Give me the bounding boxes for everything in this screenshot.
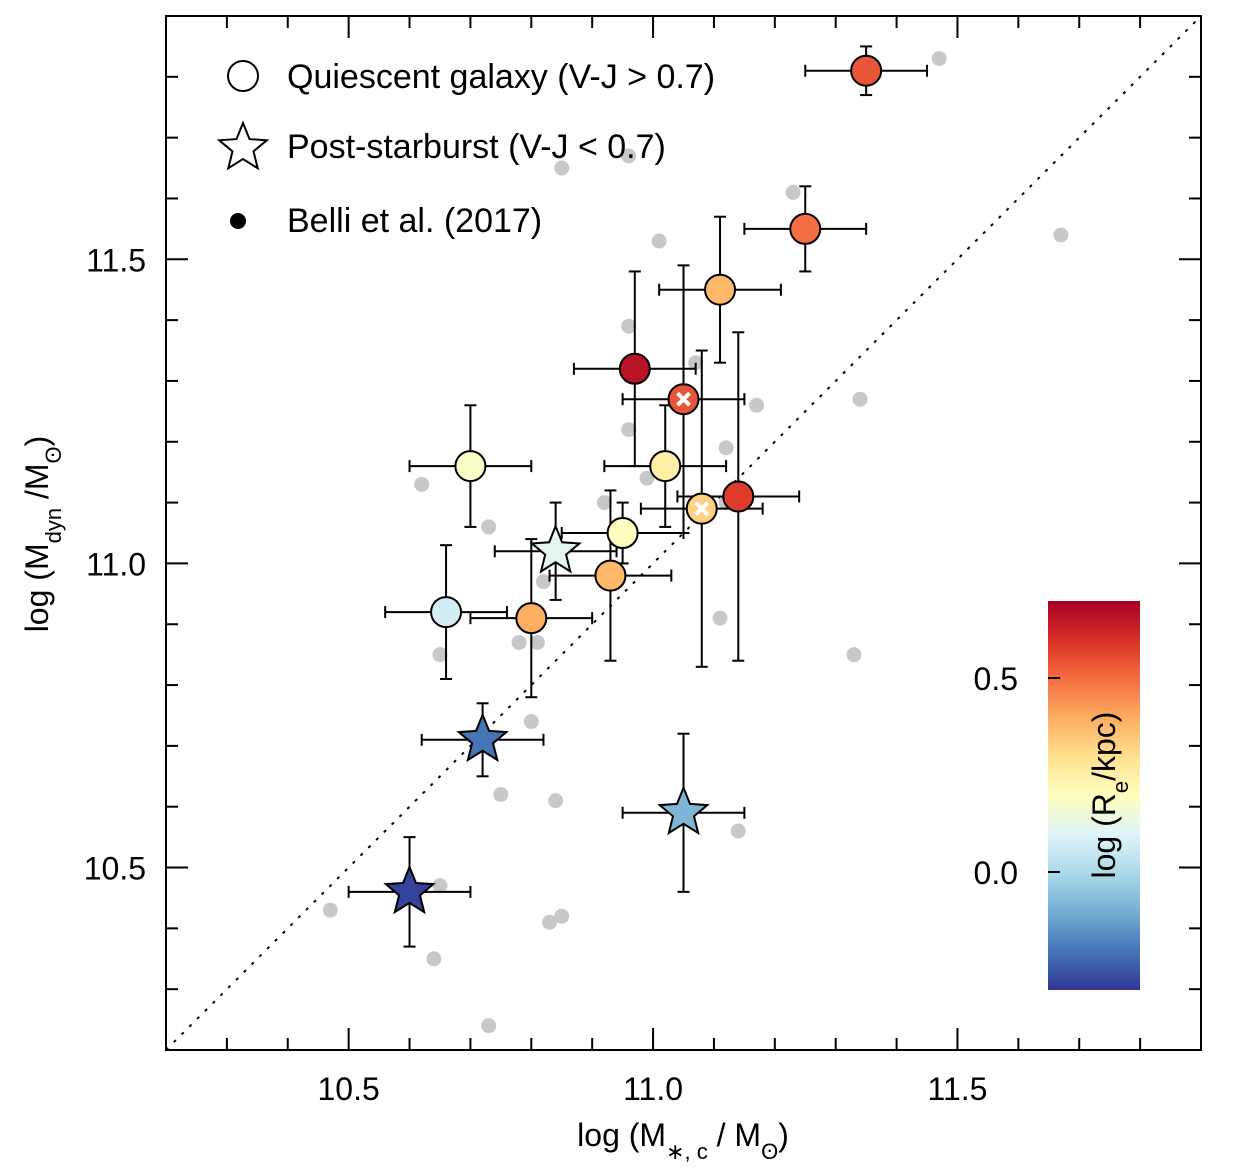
comparison-point [523, 714, 539, 730]
comparison-point [749, 397, 765, 413]
y-tick-label: 10.5 [84, 851, 146, 887]
comparison-point [651, 233, 667, 249]
comparison-point [426, 951, 442, 967]
legend-open-circle-icon [227, 60, 259, 92]
comparison-point [639, 470, 655, 486]
axis-ticks [166, 16, 1201, 1050]
legend-label-belli: Belli et al. (2017) [287, 202, 542, 240]
comparison-point [432, 647, 448, 663]
colorbar-tick-label-0.0: 0.0 [974, 855, 1018, 891]
legend-filled-dot-icon [230, 213, 246, 229]
comparison-point [322, 902, 338, 918]
comparison-point [852, 391, 868, 407]
colorbar-label: log (Re/kpc) [1086, 712, 1133, 879]
comparison-point [529, 634, 545, 650]
post-starburst-star [529, 523, 582, 574]
cross-mark [694, 501, 710, 517]
comparison-point [554, 160, 570, 176]
colorbar: 0.5 0.0 log (Re/kpc) [974, 601, 1140, 990]
quiescent-galaxy-circle [515, 602, 548, 635]
comparison-point [554, 908, 570, 924]
x-tick-label: 10.5 [318, 1071, 380, 1107]
y-tick-label: 11.5 [86, 242, 146, 278]
quiescent-galaxy-circle [850, 54, 883, 87]
quiescent-galaxy-circle [704, 273, 737, 306]
legend: Quiescent galaxy (V-J > 0.7) Post-starbu… [216, 58, 715, 240]
post-starburst-star [383, 864, 436, 915]
comparison-point [712, 610, 728, 626]
comparison-point [432, 878, 448, 894]
y-tick-label: 11.0 [86, 546, 146, 582]
legend-label-post-starburst: Post-starburst (V-J < 0.7) [287, 128, 666, 166]
quiescent-galaxy-circle [649, 450, 682, 483]
comparison-point [596, 495, 612, 511]
comparison-point [730, 823, 746, 839]
quiescent-galaxy-circle [722, 480, 755, 513]
legend-label-quiescent: Quiescent galaxy (V-J > 0.7) [287, 58, 715, 96]
comparison-point [785, 184, 801, 200]
comparison-point [846, 647, 862, 663]
sample-markers [383, 54, 883, 915]
comparison-point [621, 422, 637, 438]
quiescent-galaxy-circle [594, 559, 627, 592]
one-to-one-line [165, 15, 1202, 1051]
post-starburst-star [657, 785, 710, 836]
comparison-point [718, 440, 734, 456]
error-bars [347, 45, 929, 948]
comparison-points [322, 51, 1069, 1034]
x-tick-label: 11.0 [623, 1071, 683, 1107]
comparison-point [621, 318, 637, 334]
y-axis-label: log (Mdyn /Mʘ) [19, 436, 66, 633]
x-tick-labels: 10.5 11.0 11.5 [318, 1071, 988, 1107]
post-starburst-star [456, 712, 509, 763]
x-tick-label: 11.5 [928, 1071, 988, 1107]
comparison-point [542, 914, 558, 930]
comparison-point [1053, 227, 1069, 243]
plot-frame [165, 15, 1202, 1051]
comparison-point [688, 355, 704, 371]
x-axis-label: log (M∗, c / Mʘ) [577, 1117, 789, 1164]
quiescent-galaxy-circle [789, 212, 822, 245]
comparison-point [535, 574, 551, 590]
colorbar-tick-label-0.5: 0.5 [974, 661, 1018, 697]
comparison-point [481, 1018, 497, 1034]
comparison-point [621, 148, 637, 164]
comparison-point [548, 793, 564, 809]
quiescent-galaxy-circle [606, 517, 639, 549]
comparison-point [511, 634, 527, 650]
quiescent-galaxy-circle [618, 352, 651, 385]
y-tick-labels: 10.5 11.0 11.5 [84, 242, 146, 886]
comparison-point [414, 476, 430, 492]
comparison-point [931, 51, 947, 67]
cross-mark [676, 391, 691, 407]
colorbar-bar [1048, 601, 1140, 990]
comparison-point [481, 519, 497, 535]
quiescent-galaxy-circle [454, 450, 487, 483]
comparison-point [493, 787, 509, 803]
legend-open-star-icon [216, 120, 270, 171]
quiescent-galaxy-circle [430, 596, 463, 629]
